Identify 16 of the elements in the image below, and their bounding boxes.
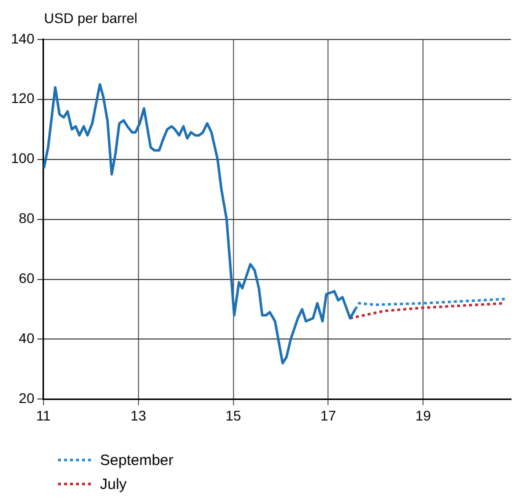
y-tick-label: 40 bbox=[18, 330, 35, 346]
x-tick-label: 11 bbox=[36, 407, 51, 424]
y-tick-label: 60 bbox=[18, 270, 35, 286]
y-tick-label: 80 bbox=[18, 210, 35, 226]
y-axis-title: USD per barrel bbox=[43, 9, 138, 28]
y-tick-label: 100 bbox=[11, 150, 35, 166]
y-tick-label: 20 bbox=[18, 390, 35, 406]
x-tick-label: 13 bbox=[130, 407, 146, 424]
line-series bbox=[354, 298, 506, 310]
legend-label: September bbox=[100, 452, 174, 468]
x-tick-label: 15 bbox=[225, 407, 242, 424]
x-tick-label: 19 bbox=[415, 407, 432, 424]
y-tick-label: 120 bbox=[11, 90, 35, 106]
legend-label: July bbox=[100, 476, 127, 492]
x-tick-label: 17 bbox=[320, 407, 336, 424]
y-tick-label: 140 bbox=[11, 30, 35, 46]
